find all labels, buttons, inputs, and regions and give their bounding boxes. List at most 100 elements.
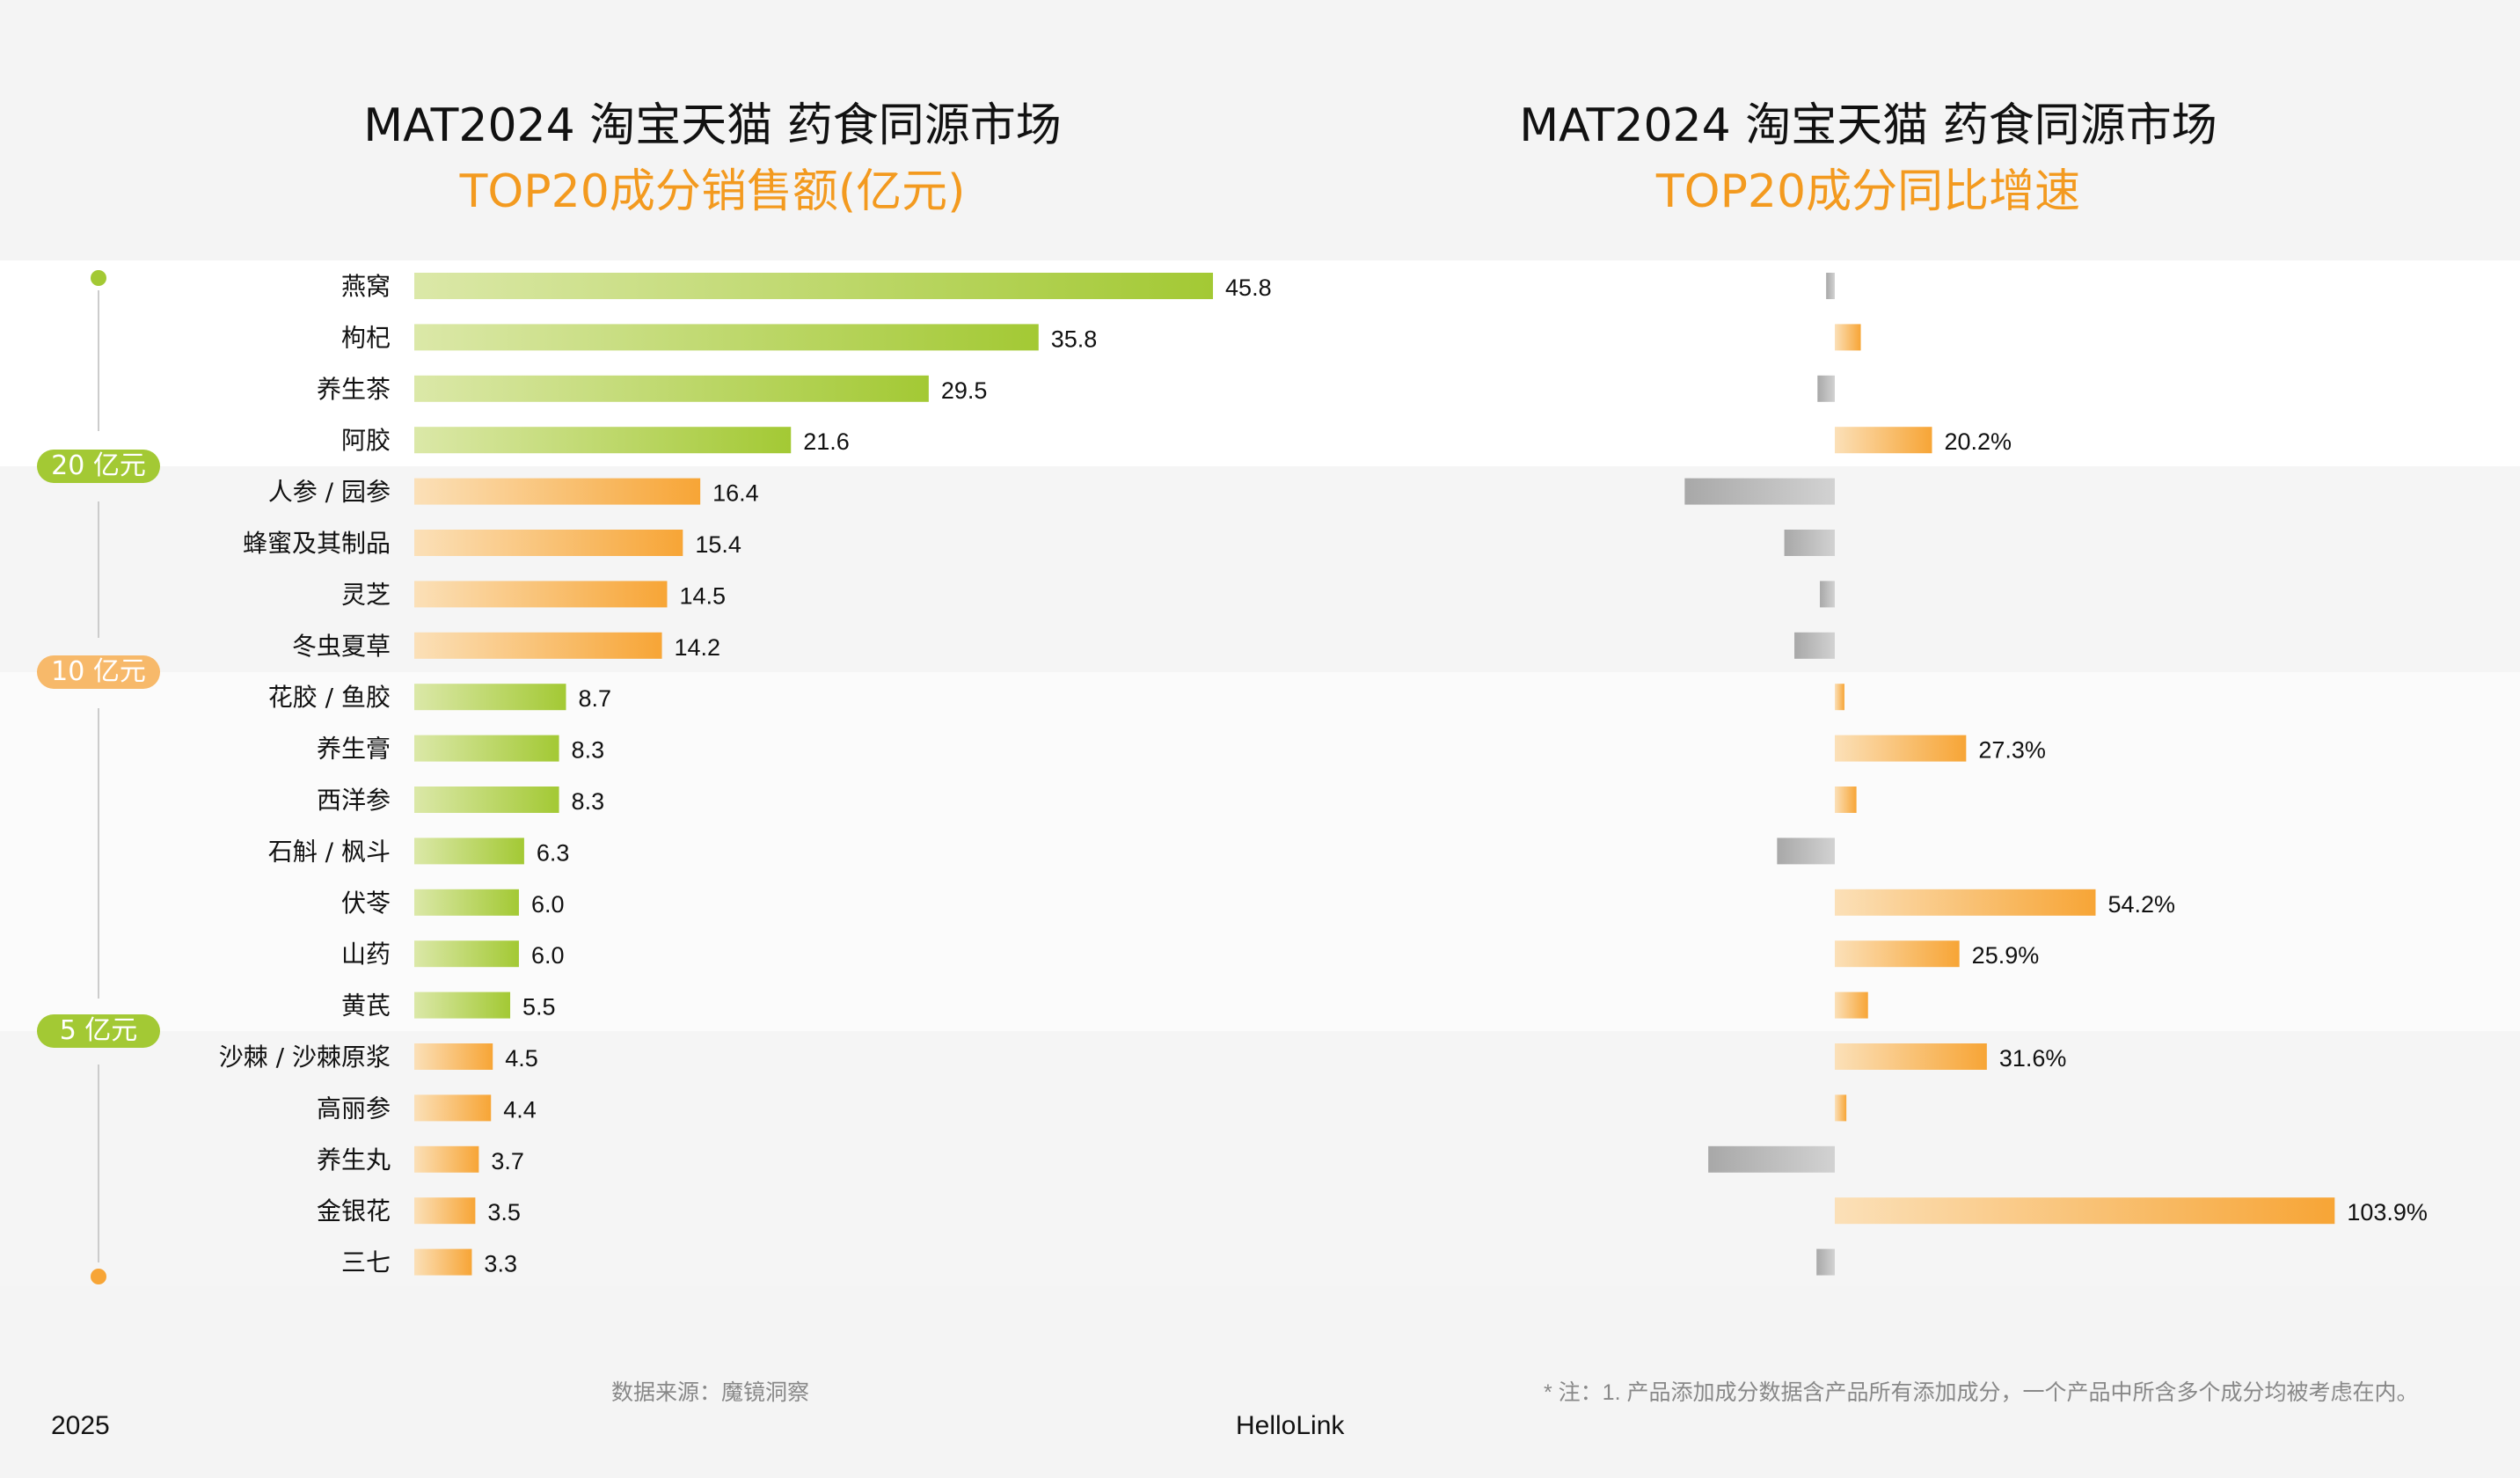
growth-value-label: 27.3% (1978, 737, 2046, 764)
growth-value-label: 20.2% (1944, 428, 2012, 455)
category-label: 养生膏 (317, 735, 391, 764)
year-label: 2025 (51, 1411, 110, 1440)
sales-bar (414, 427, 792, 454)
tier-badge-20: 20 亿元 (37, 450, 160, 483)
sales-value-label: 8.7 (578, 685, 611, 712)
growth-bar (1835, 1197, 2335, 1225)
category-label: 西洋参 (317, 786, 391, 815)
sales-bar (414, 273, 1214, 299)
sales-bar (414, 1248, 472, 1276)
sales-value-label: 14.5 (679, 582, 726, 609)
sales-bar (414, 940, 519, 968)
growth-bar (1684, 478, 1835, 505)
growth-value-label: 31.6% (1999, 1045, 2067, 1072)
category-label: 阿胶 (341, 426, 391, 455)
growth-value-label: 54.2% (2107, 891, 2175, 918)
growth-value-label: 25.9% (1972, 942, 2040, 969)
left-chart-subtitle: TOP20成分销售额(亿元) (459, 165, 966, 218)
growth-bar (1835, 684, 1844, 711)
timeline-end-dot (91, 1269, 106, 1284)
sales-value-label: 4.4 (503, 1096, 537, 1123)
sales-bar (414, 991, 511, 1019)
growth-bar (1708, 1145, 1835, 1173)
tier-timeline (91, 270, 106, 1284)
growth-bar (1835, 940, 1960, 968)
sales-value-label: 3.3 (484, 1251, 517, 1277)
sales-bar (414, 1043, 493, 1070)
growth-bar (1835, 787, 1857, 813)
sales-value-label: 35.8 (1051, 326, 1098, 352)
category-label: 沙棘 / 沙棘原浆 (219, 1043, 391, 1072)
sales-value-label: 16.4 (712, 480, 759, 507)
growth-bar (1817, 375, 1835, 402)
growth-bar (1835, 735, 1967, 762)
growth-bar (1835, 991, 1868, 1019)
category-label: 人参 / 园参 (268, 478, 391, 507)
sales-bar (414, 324, 1039, 351)
growth-bar (1835, 427, 1932, 454)
sales-value-label: 8.3 (572, 788, 605, 815)
sales-bar (414, 787, 559, 813)
right-chart-title: MAT2024 淘宝天猫 药食同源市场 (1519, 99, 2217, 152)
sales-value-label: 21.6 (803, 428, 850, 455)
sales-bar (414, 889, 519, 916)
growth-bar (1826, 273, 1835, 299)
sales-bar (414, 530, 683, 556)
category-label: 金银花 (317, 1196, 391, 1226)
sales-value-label: 29.5 (941, 377, 988, 404)
category-label: 石斛 / 枫斗 (268, 837, 391, 866)
category-label: 冬虫夏草 (292, 632, 391, 661)
tier-badge-10: 10 亿元 (37, 655, 160, 689)
growth-bar (1835, 1094, 1847, 1122)
sales-bar (414, 478, 701, 505)
left-chart-title: MAT2024 淘宝天猫 药食同源市场 (363, 99, 1062, 152)
timeline-start-dot (91, 270, 106, 286)
growth-bar (1835, 1043, 1987, 1070)
sales-bar (414, 375, 929, 402)
category-label: 花胶 / 鱼胶 (268, 683, 391, 712)
sales-bar (414, 684, 566, 711)
sales-value-label: 45.8 (1225, 274, 1272, 301)
category-label: 高丽参 (317, 1094, 391, 1123)
sales-value-label: 15.4 (695, 531, 741, 558)
sales-bar (414, 1197, 476, 1225)
category-label: 山药 (341, 940, 391, 969)
sales-bar (414, 838, 524, 865)
growth-bar (1816, 1248, 1835, 1276)
sales-value-label: 5.5 (522, 994, 556, 1021)
category-label: 枸杞 (341, 323, 391, 352)
growth-bar (1835, 324, 1861, 351)
category-label: 灵芝 (341, 580, 391, 609)
category-label: 养生丸 (317, 1145, 391, 1174)
category-label: 伏苓 (341, 889, 391, 918)
sales-value-label: 6.0 (531, 891, 565, 918)
growth-bar (1820, 581, 1835, 608)
growth-value-label: 103.9% (2347, 1199, 2428, 1226)
sales-value-label: 6.0 (531, 942, 565, 969)
footnote: * 注：1. 产品添加成分数据含产品所有添加成分，一个产品中所含多个成分均被考虑… (1544, 1380, 2419, 1405)
category-label: 黄芪 (341, 991, 391, 1021)
growth-bar (1777, 838, 1835, 865)
category-label: 蜂蜜及其制品 (243, 529, 391, 558)
sales-bar (414, 581, 668, 608)
sales-value-label: 6.3 (537, 839, 570, 866)
sales-bar (414, 1145, 479, 1173)
brand-label: HelloLink (1236, 1411, 1345, 1440)
growth-bar (1784, 530, 1835, 556)
sales-bar (414, 735, 559, 762)
category-label: 燕窝 (341, 272, 391, 301)
sales-bar (414, 632, 662, 659)
sales-value-label: 14.2 (675, 634, 721, 661)
sales-value-label: 3.5 (487, 1199, 521, 1226)
sales-value-label: 8.3 (572, 737, 605, 764)
data-source-note: 数据来源：魔镜洞察 (611, 1380, 810, 1405)
category-label: 养生茶 (317, 375, 391, 404)
sales-value-label: 4.5 (505, 1045, 538, 1072)
category-label: 三七 (341, 1248, 391, 1277)
sales-bar (414, 1094, 492, 1122)
growth-bar (1835, 889, 2096, 916)
tier-badge-5: 5 亿元 (37, 1014, 160, 1048)
sales-value-label: 3.7 (491, 1148, 524, 1174)
right-chart-subtitle: TOP20成分同比增速 (1655, 165, 2081, 218)
